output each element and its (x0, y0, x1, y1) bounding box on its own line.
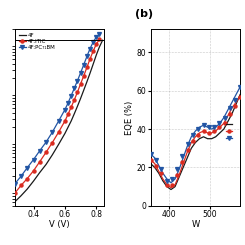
X-axis label: W: W (191, 220, 199, 229)
X-axis label: V (V): V (V) (49, 220, 70, 229)
Y-axis label: EQE (%): EQE (%) (125, 100, 134, 135)
Text: (b): (b) (135, 9, 153, 19)
Legend: , , : , , (225, 122, 237, 142)
Legend: 4F, 4F:ITIC, 4F:PC₇₁BM: 4F, 4F:ITIC, 4F:PC₇₁BM (17, 32, 57, 51)
